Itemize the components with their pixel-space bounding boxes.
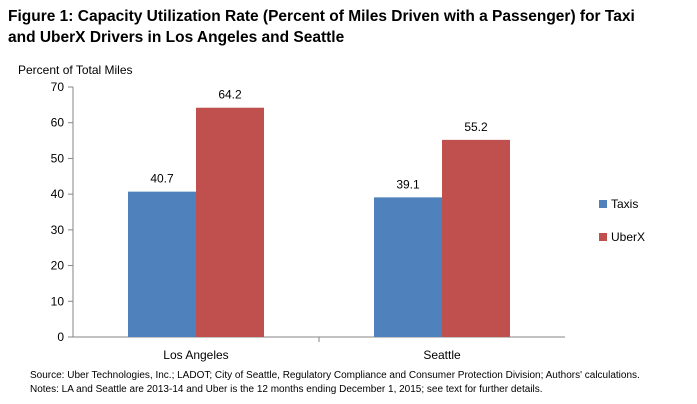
data-label: 55.2: [464, 120, 488, 134]
y-tick-label: 0: [57, 330, 64, 344]
y-tick-label: 60: [51, 116, 65, 130]
y-tick-label: 20: [51, 259, 65, 273]
y-tick-label: 70: [51, 80, 65, 94]
legend-label: UberX: [611, 230, 645, 244]
data-label: 39.1: [396, 177, 420, 191]
y-tick-label: 30: [51, 223, 65, 237]
source-note: Source: Uber Technologies, Inc.; LADOT; …: [30, 370, 640, 381]
bar-uberx: [442, 139, 510, 337]
chart-title: Figure 1: Capacity Utilization Rate (Per…: [8, 6, 693, 48]
bar-uberx: [196, 107, 264, 337]
y-tick-label: 50: [51, 151, 65, 165]
legend-swatch-uberx: [599, 233, 607, 241]
bar-taxis: [128, 191, 196, 337]
details-note: Notes: LA and Seattle are 2013-14 and Ub…: [30, 384, 543, 395]
x-tick-label: Seattle: [423, 348, 461, 362]
legend-label: Taxis: [611, 197, 638, 211]
data-label: 64.2: [218, 88, 242, 102]
y-axis-label: Percent of Total Miles: [18, 63, 133, 77]
data-label: 40.7: [150, 172, 174, 186]
chart-title-line-1: Figure 1: Capacity Utilization Rate (Per…: [8, 8, 635, 25]
x-tick-label: Los Angeles: [163, 348, 228, 362]
legend-swatch-taxis: [599, 200, 607, 208]
bar-taxis: [374, 197, 442, 337]
chart-notes: Source: Uber Technologies, Inc.; LADOT; …: [30, 369, 640, 397]
chart-title-line-2: and UberX Drivers in Los Angeles and Sea…: [8, 29, 345, 46]
y-tick-label: 40: [51, 187, 65, 201]
y-tick-label: 10: [51, 294, 65, 308]
